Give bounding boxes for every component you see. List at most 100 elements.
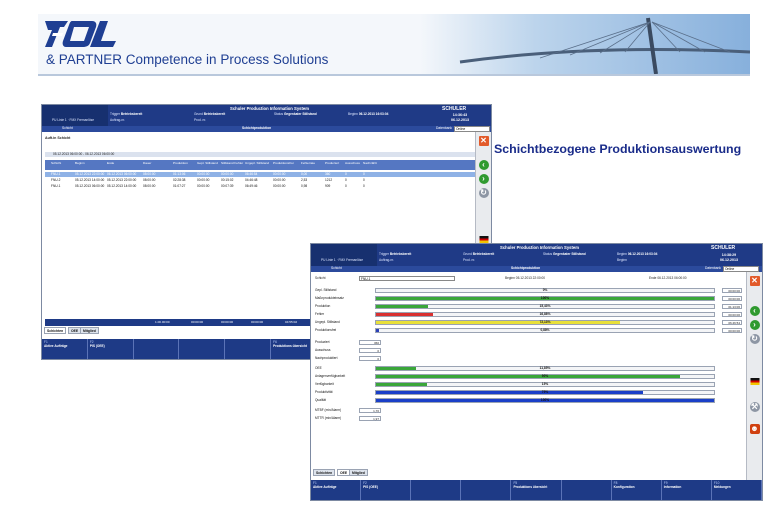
clock-time: 14:38:29 <box>721 253 737 257</box>
function-key-number: F1 <box>44 340 48 344</box>
kpi-label: Qualität <box>315 398 326 402</box>
function-key-number: F2 <box>89 340 94 344</box>
back-button[interactable]: ‹ <box>478 160 489 170</box>
table-cell: 05.12.2013 14:00:00 <box>75 178 105 182</box>
kpi-label: Produktivität <box>315 390 333 394</box>
tab-mitglied[interactable]: Mitglied <box>349 469 368 476</box>
bottom-tabs: Schichten OEE Mitglied <box>311 469 511 477</box>
table-cell: 05.12.2013 14:00:00 <box>107 184 137 188</box>
table-cell: 00:00:00 <box>197 178 210 182</box>
bottom-tabs: Schichten OEE Mitglied <box>42 327 242 335</box>
slide-title: Schichtbezogene Produktionsauswertung <box>494 142 742 156</box>
column-header: Nachzählt <box>363 161 377 165</box>
table-row[interactable]: FNU-2 05.12.2013 14:00:00 05.12.2013 22:00… <box>45 178 475 183</box>
kpi-bar: 100% <box>375 296 715 301</box>
table-row[interactable]: FNU-1 05.12.2013 22:00:00 06.12.2013 06:00… <box>45 172 475 177</box>
shift-select[interactable]: FNU-1 <box>359 276 455 281</box>
column-header: Beginn <box>75 161 85 165</box>
kpi-value: 0,88% <box>540 328 550 332</box>
tql-logo <box>45 21 116 47</box>
kpi-bar-fill <box>376 329 379 332</box>
kpi-bar-fill <box>376 313 434 316</box>
kpi-bar: 15% <box>375 382 715 387</box>
refresh-button[interactable]: ↻ <box>478 188 489 198</box>
function-keys: F1 Aktive Aufträge F2 PIS (OEE) F5 Produktion… <box>311 480 762 500</box>
german-flag-icon[interactable] <box>479 236 488 243</box>
counter-label: Nachproduktiert <box>315 356 338 360</box>
function-key-label: Konfiguration <box>613 485 635 489</box>
kpi-label: Fehler <box>315 312 325 316</box>
function-key[interactable]: F1 Aktive Aufträge <box>311 480 362 500</box>
column-header: Schicht <box>51 161 62 165</box>
kpi-duration: 01:13:06 <box>722 304 742 309</box>
tab-mitglied[interactable]: Mitglied <box>80 327 99 334</box>
kpi-label: Maßnprodukteinsatz <box>315 296 344 300</box>
kpi-row: Produktionsfrei 0,88% 00:00:00 <box>315 328 742 334</box>
function-key[interactable] <box>180 339 226 359</box>
function-key-number: F8 <box>613 481 618 485</box>
forward-button[interactable]: › <box>478 174 489 184</box>
total-value: 04:55:02 <box>285 320 298 324</box>
tab-schichten[interactable]: Schichten <box>313 469 336 476</box>
kpi-value: 72,13% <box>539 320 551 324</box>
table-cell: 05.12.2013 22:00:00 <box>107 178 137 182</box>
table-row[interactable]: FNU-1 05.12.2013 06:00:00 05.12.2013 14:00… <box>45 184 475 189</box>
database-select[interactable]: Online <box>723 266 759 272</box>
shift-info-row: Schicht FNU-1 Beginn 05.12.2013 22:00:00… <box>315 276 687 281</box>
kpi-bar-fill <box>376 297 714 300</box>
function-key[interactable] <box>134 339 180 359</box>
refresh-icon: ↻ <box>480 188 487 197</box>
tools-button[interactable]: ⚒ <box>749 402 760 412</box>
panel-title: Auft.in Schicht <box>45 136 71 140</box>
kpi-label: Verfügbarkeit <box>315 382 334 386</box>
kpi-bar: 72,13% <box>375 320 715 325</box>
function-key-number: F1 <box>313 481 317 485</box>
team-button[interactable]: ☻ <box>749 424 760 434</box>
window-header: PU Linie 1 · FMX Fremanlöse Schuler Prod… <box>42 105 491 126</box>
tab-schichten[interactable]: Schichten <box>44 327 67 334</box>
column-header: Ende <box>107 161 115 165</box>
table-cell: 1212 <box>325 178 333 182</box>
kpi-bar: 11,85% <box>375 366 715 371</box>
kpi-bar-fill <box>376 305 429 308</box>
kpi-row: Produktion 15,43% 01:13:06 <box>315 304 742 310</box>
function-key[interactable]: F9 Information <box>662 480 712 500</box>
function-key[interactable] <box>461 480 512 500</box>
system-title: Schuler Production Information System <box>230 106 309 111</box>
column-header: Gepl. Stillstand <box>197 161 218 165</box>
function-key[interactable]: F8 Konfiguration <box>612 480 662 500</box>
forward-button[interactable]: › <box>749 320 760 330</box>
function-key[interactable] <box>225 339 272 359</box>
kpi-row: Gepl. Stillstand 0% 00:00:00 <box>315 288 742 294</box>
kpi-label: OEE <box>315 366 322 370</box>
total-value: 00:00:00 <box>221 320 234 324</box>
window-header: PU Linie 1 · FMX Fremanlöse Schuler Prod… <box>311 244 762 266</box>
function-key-number: F9 <box>663 481 668 485</box>
close-icon: ✕ <box>480 136 487 145</box>
close-button[interactable]: ✕ <box>478 136 489 146</box>
function-key[interactable]: F2 PIS (OEE) <box>361 480 412 500</box>
counter-label: Ausschuss <box>315 348 331 352</box>
mttr-label: MTTR (min/Alarm) <box>315 416 342 420</box>
back-button[interactable]: ‹ <box>749 306 760 316</box>
kpi-bar: 79% <box>375 390 715 395</box>
kpi-label: Produktion <box>315 304 331 308</box>
german-flag-icon[interactable] <box>750 378 759 385</box>
table-cell: 06.12.2013 06:00:00 <box>107 172 137 176</box>
function-key-label: Produktions übersicht <box>273 344 307 348</box>
shift-group-row[interactable]: 05.12.2013 06:00:00 - 06.12.2013 06:00:0… <box>45 152 475 157</box>
function-key[interactable]: F5 Produktions übersicht <box>511 480 562 500</box>
kpi-value: 11,85% <box>539 366 551 370</box>
function-key-label: Meldungen <box>713 485 731 489</box>
function-key-label: Aktive Aufträge <box>313 485 337 489</box>
close-button[interactable]: ✕ <box>749 276 760 286</box>
database-select[interactable]: Online <box>454 126 490 132</box>
side-toolbar: ✕ ‹ › ↻ ⚒ ☻ <box>746 272 762 500</box>
function-key[interactable]: F10 Meldungen <box>712 480 762 500</box>
refresh-button[interactable]: ↻ <box>749 334 760 344</box>
function-key[interactable]: F1 Aktive Aufträge <box>42 339 88 359</box>
function-key[interactable] <box>411 480 462 500</box>
function-key[interactable]: F2 PIS (OEE) <box>88 339 134 359</box>
function-key[interactable] <box>562 480 612 500</box>
function-key-number: F10 <box>713 481 720 485</box>
